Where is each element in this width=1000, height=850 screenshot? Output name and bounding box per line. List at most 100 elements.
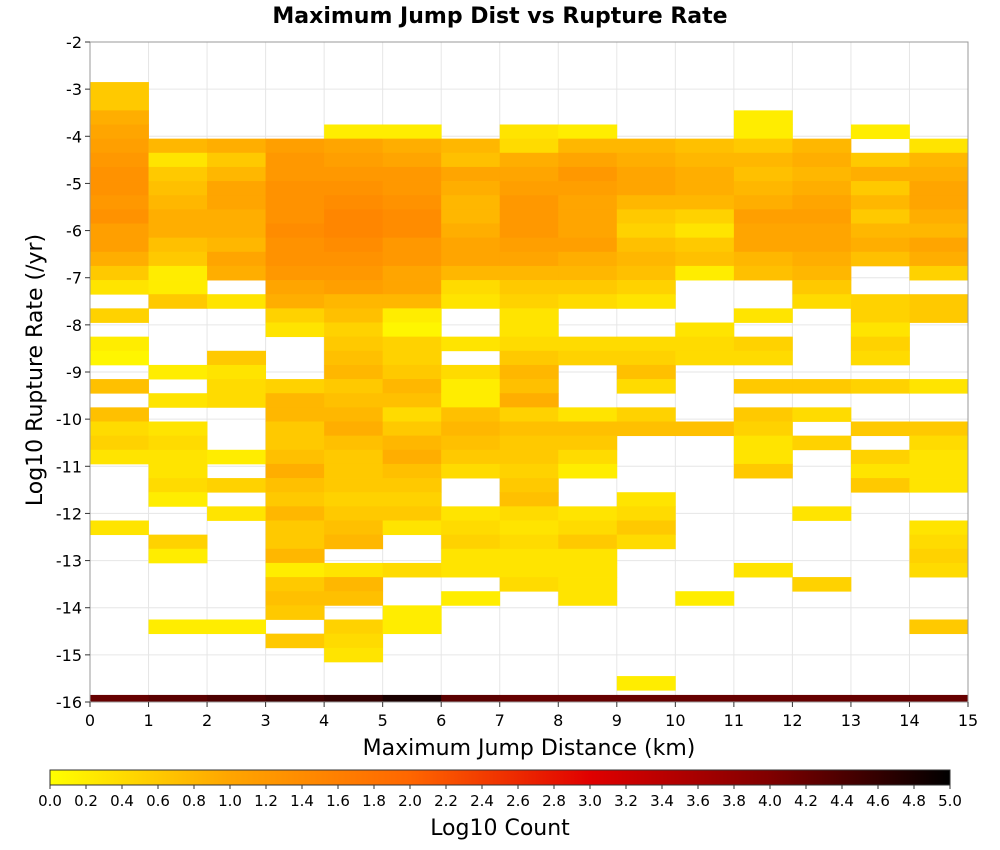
heatmap-cell: [909, 534, 969, 550]
heatmap-cell: [148, 251, 208, 267]
heatmap-cell: [148, 166, 208, 182]
heatmap-cell: [324, 152, 384, 168]
heatmap-cell: [616, 350, 676, 366]
heatmap-cell: [909, 421, 969, 437]
heatmap-cell: [499, 364, 559, 380]
y-tick-label: -13: [56, 552, 82, 571]
heatmap-cell: [207, 265, 266, 281]
heatmap-cell: [441, 379, 501, 394]
heatmap-cell: [733, 195, 793, 210]
heatmap-cell: [265, 195, 325, 210]
heatmap-cell: [792, 223, 852, 239]
x-axis-label: Maximum Jump Distance (km): [363, 736, 696, 761]
heatmap-cell: [850, 195, 910, 210]
heatmap-cell: [265, 209, 325, 224]
heatmap-cell: [382, 379, 442, 394]
y-tick-label: -11: [56, 457, 82, 476]
heatmap-cell: [441, 265, 501, 281]
heatmap-cell: [441, 237, 501, 253]
heatmap-cell: [792, 138, 852, 154]
colorbar-label: Log10 Count: [430, 816, 570, 841]
heatmap-cell: [441, 506, 501, 521]
heatmap-cell: [675, 421, 735, 437]
heatmap-cell: [792, 251, 852, 267]
heatmap-cell: [850, 379, 910, 394]
heatmap-cell: [90, 336, 149, 352]
heatmap-cell: [909, 265, 969, 281]
heatmap-cell: [382, 478, 442, 493]
heatmap-cell: [909, 520, 969, 536]
heatmap-cell: [148, 237, 208, 253]
chart-title: Maximum Jump Dist vs Rupture Rate: [272, 4, 727, 29]
heatmap-cell: [324, 209, 384, 224]
heatmap-cell: [558, 124, 618, 140]
heatmap-cell: [499, 379, 559, 394]
heatmap-cell: [207, 209, 266, 224]
heatmap-cell: [90, 435, 149, 451]
heatmap-cell: [675, 152, 735, 168]
heatmap-cell: [207, 449, 266, 465]
heatmap-cell: [558, 421, 618, 437]
heatmap-cell: [148, 548, 208, 564]
heatmap-cell: [616, 694, 676, 702]
colorbar-tick-label: 2.6: [506, 792, 530, 810]
heatmap-cell: [382, 138, 442, 154]
heatmap-cell: [324, 322, 384, 338]
heatmap-cell: [148, 265, 208, 281]
heatmap-cell: [90, 449, 149, 465]
heatmap-cell: [441, 435, 501, 451]
heatmap-cell: [558, 166, 618, 182]
heatmap-cell: [207, 237, 266, 253]
heatmap-cell: [558, 506, 618, 521]
heatmap-cell: [558, 520, 618, 536]
colorbar-tick-label: 1.0: [218, 792, 242, 810]
heatmap-cell: [148, 463, 208, 479]
heatmap-cell: [441, 694, 501, 702]
heatmap-cell: [324, 591, 384, 606]
colorbar: [49, 769, 951, 786]
heatmap-cell: [148, 534, 208, 550]
heatmap-cell: [558, 280, 618, 295]
heatmap-cell: [207, 223, 266, 239]
heatmap-cell: [792, 407, 852, 422]
heatmap-cell: [382, 223, 442, 239]
heatmap-cell: [207, 506, 266, 521]
heatmap-cell: [675, 322, 735, 338]
colorbar-tick-label: 4.8: [902, 792, 926, 810]
heatmap-cell: [324, 138, 384, 154]
heatmap-cell: [148, 694, 208, 702]
heatmap-cell: [499, 562, 559, 578]
heatmap-cell: [382, 265, 442, 281]
x-tick-label: 13: [841, 711, 861, 730]
heatmap-cell: [148, 449, 208, 465]
heatmap-cell: [733, 124, 793, 140]
heatmap-cell: [324, 379, 384, 394]
heatmap-cell: [909, 548, 969, 564]
heatmap-cell: [324, 237, 384, 253]
heatmap-cell: [207, 478, 266, 493]
heatmap-cell: [148, 138, 208, 154]
heatmap-cell: [265, 591, 325, 606]
heatmap-cell: [499, 421, 559, 437]
heatmap-cell: [441, 449, 501, 465]
heatmap-cell: [733, 181, 793, 196]
heatmap-cell: [207, 619, 266, 635]
heatmap-cell: [792, 237, 852, 253]
heatmap-cell: [441, 181, 501, 196]
heatmap-cell: [499, 124, 559, 140]
heatmap-cell: [616, 181, 676, 196]
x-tick-label: 7: [495, 711, 505, 730]
heatmap-cell: [441, 223, 501, 239]
heatmap-cell: [616, 237, 676, 253]
heatmap-cell: [499, 548, 559, 564]
colorbar-tick-label: 1.4: [290, 792, 314, 810]
heatmap-cell: [558, 435, 618, 451]
heatmap-cell: [382, 463, 442, 479]
heatmap-cell: [265, 322, 325, 338]
heatmap-cell: [90, 195, 149, 210]
heatmap-cell: [558, 577, 618, 592]
y-tick-label: -3: [66, 80, 82, 99]
heatmap-cell: [733, 237, 793, 253]
colorbar-tick-label: 3.0: [578, 792, 602, 810]
heatmap-cell: [265, 251, 325, 267]
